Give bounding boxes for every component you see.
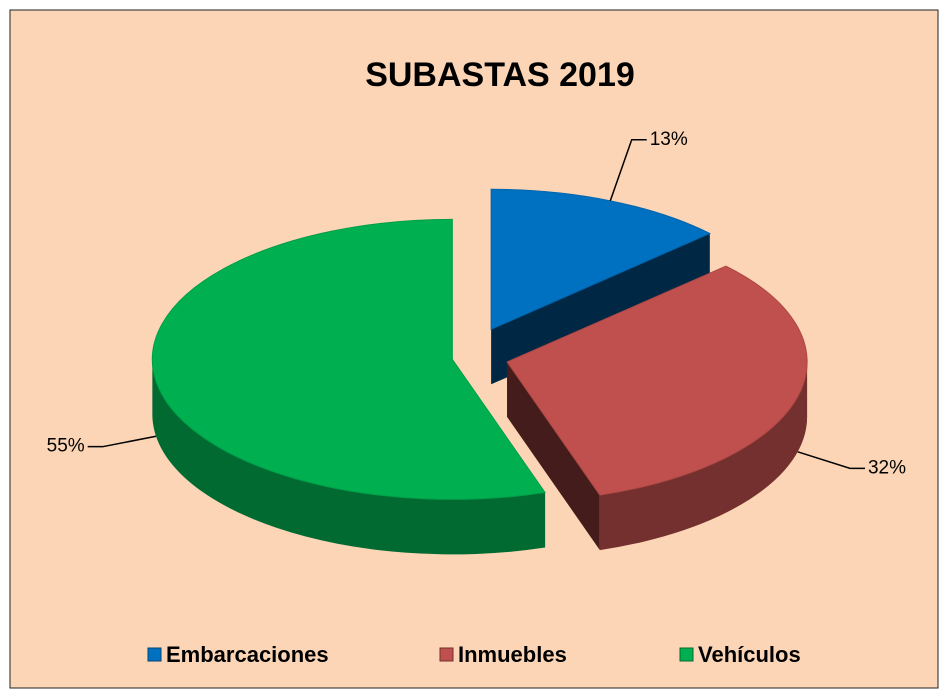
slice-rim [152,359,546,555]
slice [151,218,546,500]
leader-line [87,435,157,448]
legend-swatch [147,647,162,662]
legend-swatch [679,647,694,662]
legend-label: Embarcaciones [166,642,329,667]
chart-title: SUBASTAS 2019 [365,56,635,94]
slice-rim [599,361,808,551]
slice-wall [507,361,600,551]
slice [506,265,808,496]
data-label: 13% [650,129,688,150]
slice [490,188,711,331]
legend-label: Vehículos [698,642,801,667]
data-label: 55% [47,436,85,457]
data-label: 32% [868,457,906,478]
leader-line [609,139,647,202]
legend-swatch [439,647,454,662]
legend-label: Inmuebles [458,642,567,667]
leader-line [797,451,865,470]
